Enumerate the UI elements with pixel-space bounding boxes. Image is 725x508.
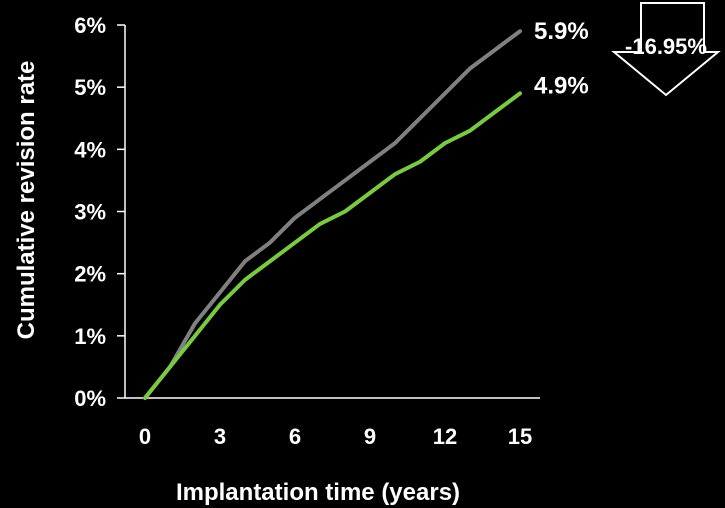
x-tick-label: 3 bbox=[214, 424, 226, 449]
down-arrow-shape bbox=[611, 2, 721, 97]
y-tick-label: 6% bbox=[74, 13, 106, 38]
reduction-callout: -16.95% bbox=[611, 2, 721, 97]
axes bbox=[124, 25, 540, 399]
x-tick-label: 0 bbox=[139, 424, 151, 449]
end-labels: 5.9% 4.9% bbox=[534, 18, 589, 99]
y-tick-label: 5% bbox=[74, 75, 106, 100]
y-axis-title: Cumulative revision rate bbox=[13, 61, 40, 340]
x-tick-label: 12 bbox=[433, 424, 457, 449]
x-axis-ticks: 0 3 6 9 12 15 bbox=[139, 424, 532, 449]
x-tick-label: 6 bbox=[289, 424, 301, 449]
series-end-label-2: 4.9% bbox=[534, 72, 589, 99]
y-tick-label: 4% bbox=[74, 137, 106, 162]
series-layer bbox=[143, 29, 522, 400]
reduction-callout-text: -16.95% bbox=[625, 34, 707, 59]
x-tick-label: 15 bbox=[508, 424, 532, 449]
y-tick-label: 1% bbox=[74, 324, 106, 349]
x-axis-title: Implantation time (years) bbox=[176, 479, 460, 506]
y-tick-label: 0% bbox=[74, 386, 106, 411]
y-tick-label: 3% bbox=[74, 200, 106, 225]
y-axis-ticks: 0% 1% 2% 3% 4% 5% 6% bbox=[74, 13, 125, 411]
x-tick-label: 9 bbox=[364, 424, 376, 449]
series-line-2 bbox=[143, 91, 522, 400]
series-line-1 bbox=[143, 29, 522, 400]
series-end-label-1: 5.9% bbox=[534, 18, 589, 45]
y-tick-label: 2% bbox=[74, 262, 106, 287]
